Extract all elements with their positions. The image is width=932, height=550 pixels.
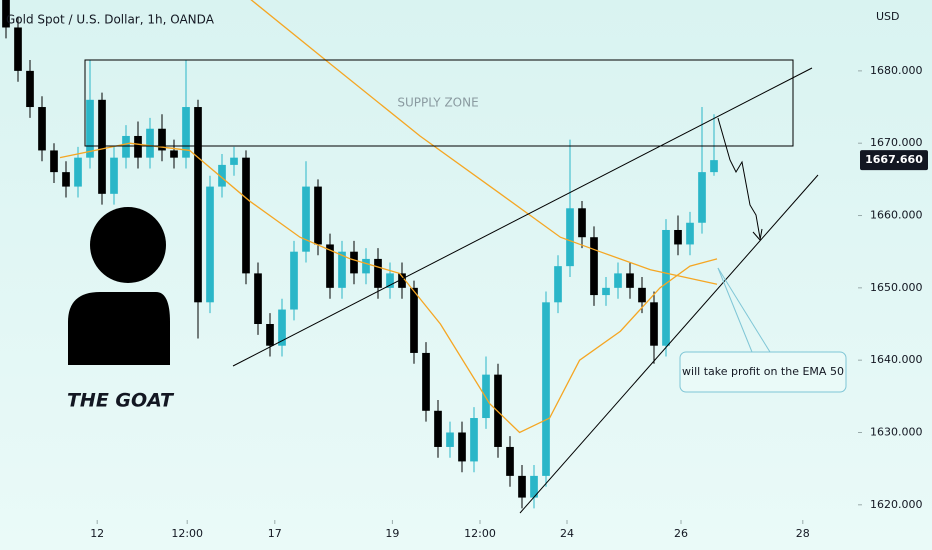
y-tick-label: 1620.000 (870, 498, 923, 511)
candle-body (482, 374, 490, 419)
x-tick-label: 26 (674, 527, 688, 540)
candle-body (38, 107, 46, 151)
candle-body (254, 273, 262, 325)
avatar-head (90, 207, 166, 283)
projection-arrow (717, 117, 761, 239)
callout-text: will take profit on the EMA 50 (682, 365, 844, 378)
candle-body (170, 150, 178, 158)
candle-body (26, 70, 34, 108)
y-tick-label: 1680.000 (870, 64, 923, 77)
candle-body (350, 251, 358, 274)
ema-line (59, 142, 718, 434)
candle-body (650, 302, 658, 346)
x-tick-label: 28 (796, 527, 810, 540)
candle-body (398, 273, 406, 288)
candle-body (458, 432, 466, 462)
candle-body (422, 352, 430, 411)
callout-pointer (717, 267, 771, 353)
candle-body (2, 0, 10, 28)
candle-body (122, 135, 130, 158)
candle-body (98, 99, 106, 194)
candle-body (14, 27, 22, 71)
candle-body (506, 446, 514, 476)
callout-pointer (717, 267, 753, 353)
candle-body (86, 99, 94, 158)
candle-body (566, 208, 574, 267)
candle-body (626, 273, 634, 288)
candle-body (62, 172, 70, 187)
candle-body (194, 107, 202, 303)
candle-body (290, 251, 298, 310)
candle-body (662, 229, 670, 346)
candle-body (638, 287, 646, 303)
candle-body (410, 287, 418, 353)
candle-body (338, 251, 346, 288)
x-tick-label: 17 (268, 527, 282, 540)
candle-body (710, 160, 718, 173)
x-tick-label: 19 (385, 527, 399, 540)
x-tick-label: 12 (90, 527, 104, 540)
avatar-body (68, 292, 170, 365)
candle-body (674, 229, 682, 245)
trend-line (519, 174, 819, 514)
ema-line (250, 0, 718, 285)
supply-zone (84, 59, 794, 147)
candle-body (470, 418, 478, 462)
candle-body (74, 157, 82, 187)
candle-body (374, 258, 382, 288)
candle-body (530, 475, 538, 498)
candle-body (434, 410, 442, 447)
chart-title: Gold Spot / U.S. Dollar, 1h, OANDA (6, 13, 215, 27)
price-tag-label: 1667.660 (865, 153, 923, 166)
candle-body (386, 273, 394, 288)
candle-body (602, 287, 610, 296)
candle-body (206, 186, 214, 303)
candle-body (158, 128, 166, 151)
candle-body (326, 244, 334, 288)
candle-body (554, 266, 562, 303)
y-tick-label: 1650.000 (870, 281, 923, 294)
candle-body (218, 164, 226, 187)
y-tick-label: 1640.000 (870, 353, 923, 366)
currency: USD (876, 10, 900, 23)
trend-line (232, 67, 813, 367)
callout-box (679, 351, 847, 393)
candle-body (50, 150, 58, 173)
y-tick-label: 1630.000 (870, 425, 923, 438)
candle-body (698, 172, 706, 223)
candle-body (146, 128, 154, 158)
price-tag (860, 150, 928, 171)
candle-body (266, 324, 274, 346)
candle-body (446, 432, 454, 447)
candle-body (230, 157, 238, 165)
x-tick-label: 12:00 (464, 527, 496, 540)
arrow-head (752, 228, 763, 242)
x-tick-label: 24 (560, 527, 574, 540)
candle-body (542, 302, 550, 476)
candle-body (242, 157, 250, 274)
brand: THE GOAT (67, 390, 175, 412)
candle-body (278, 309, 286, 346)
candle-body (686, 222, 694, 245)
candle-body (182, 107, 190, 158)
x-tick-label: 12:00 (171, 527, 203, 540)
candle-body (518, 475, 526, 498)
candle-body (362, 258, 370, 274)
candle-body (302, 186, 310, 252)
candle-body (134, 135, 142, 158)
y-tick-label: 1660.000 (870, 209, 923, 222)
plot (2, 0, 718, 509)
candle-body (314, 186, 322, 245)
y-tick-label: 1670.000 (870, 136, 923, 149)
candle-body (590, 237, 598, 296)
candle-body (110, 157, 118, 194)
candle-body (614, 273, 622, 288)
candle-body (578, 208, 586, 238)
supply-zone-label: SUPPLY ZONE (397, 96, 478, 110)
